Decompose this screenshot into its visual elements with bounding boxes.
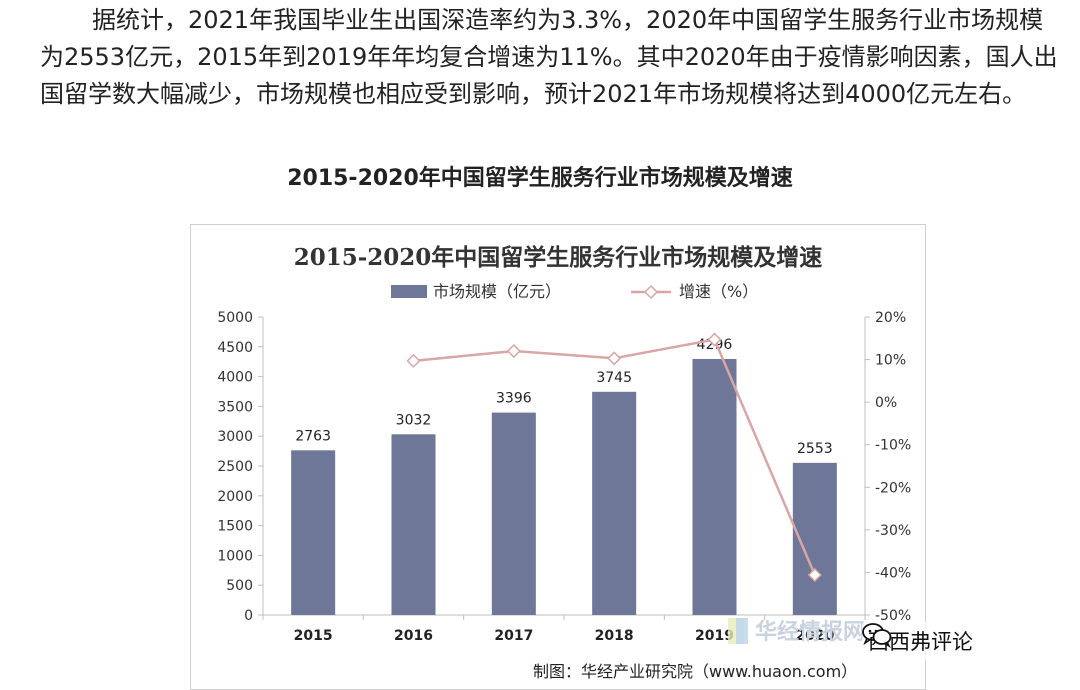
- x-tick-label: 2018: [595, 628, 634, 644]
- right-tick-label: -20%: [875, 480, 911, 496]
- right-tick-label: 20%: [875, 310, 906, 326]
- x-axis-ticks: 2015 2016 2017 2018 2019 2020: [262, 615, 866, 644]
- left-tick-label: 3000: [217, 429, 253, 445]
- growth-point-marker: [807, 567, 822, 583]
- left-tick-label: 2500: [217, 459, 253, 475]
- watermark-logo-icon: [736, 618, 748, 644]
- right-tick-label: 0%: [875, 395, 897, 411]
- legend-bar-label: 市场规模（亿元）: [433, 282, 561, 301]
- legend-line-marker: [643, 284, 659, 300]
- bar-series: [291, 358, 837, 615]
- growth-line-series: [406, 332, 822, 583]
- growth-point-marker: [406, 353, 421, 368]
- bar: [491, 412, 536, 615]
- intro-line: 据统计，2021年我国毕业生出国深造率约为3.3%，2020年中国留学生服务行业…: [92, 6, 1044, 34]
- bar: [692, 358, 737, 615]
- bar-value-label: 2763: [295, 428, 331, 444]
- bar: [291, 450, 336, 615]
- chart: 2015-2020年中国留学生服务行业市场规模及增速 市场规模（亿元） 增速（%…: [217, 244, 911, 681]
- growth-point-marker: [506, 343, 521, 359]
- left-axis-ticks: 0 500 1000 1500 2000 2500 3000 3500 4000 4500 5000: [217, 310, 263, 624]
- x-tick-label: 2016: [394, 628, 433, 644]
- bar-data-labels: 276330323396374542962553: [295, 337, 832, 457]
- account-badge: 西西弗评论: [862, 622, 979, 660]
- x-tick-label: 2017: [494, 628, 533, 644]
- bar-value-label: 3396: [496, 391, 532, 407]
- bar-value-label: 3032: [396, 412, 432, 428]
- x-tick-label: 2020: [795, 628, 834, 644]
- left-tick-label: 2000: [217, 489, 253, 505]
- bar: [592, 391, 637, 615]
- left-tick-label: 3500: [217, 399, 253, 415]
- growth-point-marker: [607, 351, 622, 366]
- right-tick-label: -10%: [875, 438, 911, 454]
- chart-frame: 2015-2020年中国留学生服务行业市场规模及增速 市场规模（亿元） 增速（%…: [190, 224, 926, 690]
- right-tick-label: -40%: [875, 565, 911, 581]
- left-tick-label: 1000: [217, 548, 253, 564]
- left-tick-label: 500: [226, 578, 253, 594]
- legend-line-label: 增速（%）: [679, 282, 758, 301]
- axes: [262, 317, 866, 616]
- watermark-text: 华经情报网: [755, 619, 865, 645]
- legend-bar-swatch: [391, 285, 427, 298]
- x-tick-label: 2015: [294, 628, 333, 644]
- intro-paragraph: 据统计，2021年我国毕业生出国深造率约为3.3%，2020年中国留学生服务行业…: [40, 2, 1070, 113]
- bar: [391, 434, 436, 615]
- right-tick-label: 10%: [875, 353, 906, 369]
- wechat-icon: [862, 623, 892, 648]
- left-tick-label: 0: [244, 608, 253, 624]
- growth-point-marker: [707, 332, 722, 347]
- left-tick-label: 4500: [217, 340, 253, 356]
- left-tick-label: 1500: [217, 519, 253, 535]
- chart-title: 2015-2020年中国留学生服务行业市场规模及增速: [294, 244, 823, 271]
- chart-credit: 制图：华经产业研究院（www.huaon.com）: [533, 662, 857, 681]
- left-tick-label: 4000: [217, 370, 253, 386]
- left-tick-label: 5000: [217, 310, 253, 326]
- right-tick-label: -30%: [875, 523, 911, 539]
- legend: 市场规模（亿元） 增速（%）: [391, 282, 758, 301]
- right-axis-ticks: 20% 10% 0% -10% -20% -30% -40% -50%: [865, 310, 911, 624]
- bar-value-label: 3745: [596, 370, 632, 386]
- intro-line: 国留学数大幅减少，市场规模也相应受到影响，预计2021年市场规模将达到4000亿…: [40, 80, 1027, 108]
- right-tick-label: -50%: [875, 608, 911, 624]
- intro-line: 为2553亿元，2015年到2019年年均复合增速为11%。其中2020年由于疫…: [40, 43, 1058, 71]
- watermark: 华经情报网: [728, 618, 865, 645]
- bar-value-label: 2553: [797, 441, 833, 457]
- x-tick-label: 2019: [695, 628, 734, 644]
- figure-heading: 2015-2020年中国留学生服务行业市场规模及增速: [287, 166, 793, 191]
